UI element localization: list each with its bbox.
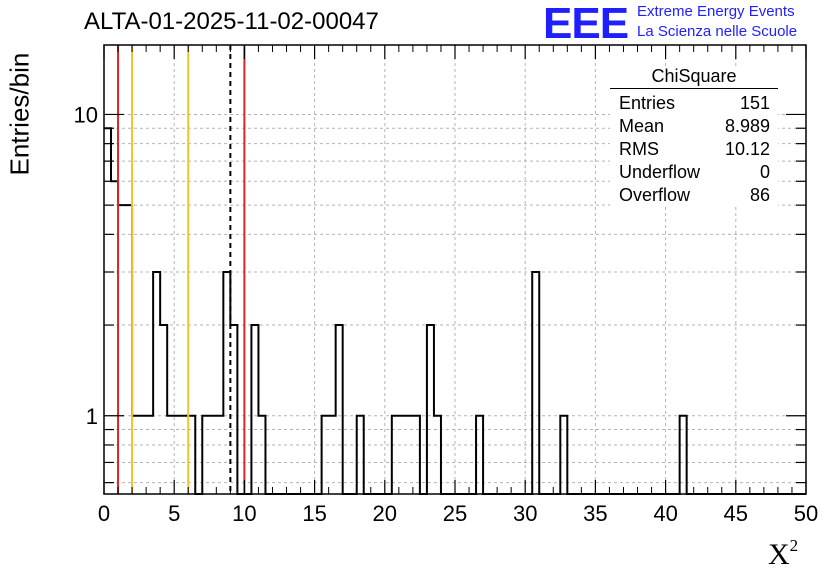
eee-logo: EEE bbox=[543, 0, 629, 48]
histogram-bin bbox=[223, 272, 230, 494]
stat-label: Underflow bbox=[619, 162, 701, 182]
x-tick-label: 35 bbox=[583, 501, 607, 526]
stat-label: Entries bbox=[619, 93, 676, 113]
histogram-bin bbox=[160, 325, 167, 494]
x-tick-label: 15 bbox=[302, 501, 326, 526]
stat-row-entries: Entries 151 bbox=[610, 92, 778, 115]
stat-value: 86 bbox=[749, 185, 770, 205]
stat-value: 8.989 bbox=[724, 116, 770, 136]
x-tick-label: 25 bbox=[443, 501, 467, 526]
histogram-bin bbox=[336, 325, 343, 494]
histogram-bin bbox=[427, 325, 434, 494]
stat-row-rms: RMS 10.12 bbox=[610, 138, 778, 161]
x-tick-label: 30 bbox=[513, 501, 537, 526]
x-tick-label: 40 bbox=[653, 501, 677, 526]
stats-title: ChiSquare bbox=[610, 66, 778, 89]
histogram-bin bbox=[230, 325, 237, 494]
stat-value: 0 bbox=[759, 162, 770, 182]
stat-row-overflow: Overflow 86 bbox=[610, 184, 778, 207]
x-axis-label: X2 bbox=[768, 536, 798, 572]
stat-row-mean: Mean 8.989 bbox=[610, 115, 778, 138]
stat-label: Mean bbox=[619, 116, 665, 136]
stats-box: ChiSquare Entries 151 Mean 8.989 RMS 10.12 … bbox=[610, 66, 778, 207]
stat-value: 10.12 bbox=[724, 139, 770, 159]
histogram-bin bbox=[251, 325, 258, 494]
chart-title: ALTA-01-2025-11-02-00047 bbox=[84, 8, 379, 35]
logo-line-1: Extreme Energy Events bbox=[637, 3, 795, 20]
y-tick-label: 10 bbox=[74, 102, 98, 127]
logo-line-2: La Scienza nelle Scuole bbox=[637, 23, 798, 40]
histogram-bin bbox=[125, 205, 132, 494]
x-axis-label-sup: 2 bbox=[789, 536, 799, 555]
histogram-bin bbox=[104, 128, 111, 494]
x-tick-label: 0 bbox=[98, 501, 110, 526]
x-tick-label: 20 bbox=[373, 501, 397, 526]
x-tick-label: 5 bbox=[168, 501, 180, 526]
y-tick-label: 1 bbox=[86, 404, 98, 429]
histogram-bin bbox=[118, 205, 125, 494]
stat-label: Overflow bbox=[619, 185, 691, 205]
x-axis-ticks: 0 5 10 15 20 25 30 35 40 45 50 bbox=[98, 45, 818, 526]
reference-lines bbox=[117, 45, 246, 494]
x-tick-label: 45 bbox=[724, 501, 748, 526]
histogram-bin bbox=[153, 272, 160, 494]
histogram-bin bbox=[111, 181, 118, 494]
stat-value: 151 bbox=[739, 93, 770, 113]
histogram-bin bbox=[532, 272, 539, 494]
x-tick-label: 50 bbox=[794, 501, 818, 526]
stat-row-underflow: Underflow 0 bbox=[610, 161, 778, 184]
y-axis-ticks: 1 10 bbox=[74, 102, 806, 484]
y-axis-label: Entries/bin bbox=[4, 52, 35, 176]
x-axis-label-base: X bbox=[768, 538, 790, 571]
x-tick-label: 10 bbox=[232, 501, 256, 526]
stat-label: RMS bbox=[619, 139, 659, 159]
